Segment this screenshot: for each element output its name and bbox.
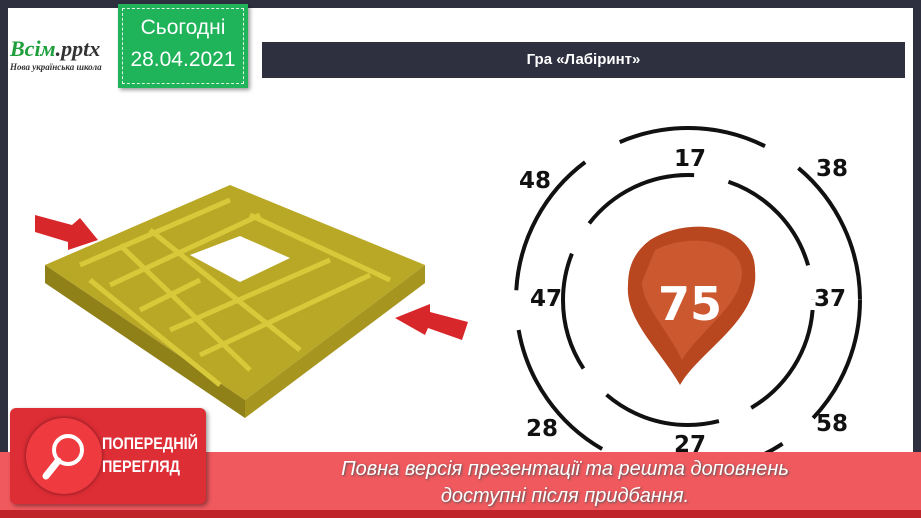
date-label: Сьогодні — [140, 16, 226, 39]
date-value: 28.04.2021 — [130, 48, 236, 71]
inner-number: 47 — [530, 286, 562, 312]
arrow-out-icon — [395, 304, 468, 340]
date-badge: Сьогодні 28.04.2021 — [118, 4, 248, 88]
center-number: 75 — [658, 277, 722, 331]
logo-brand-ext: .pptx — [55, 36, 101, 61]
outer-number: 58 — [816, 411, 848, 437]
logo-brand: Всім — [10, 36, 56, 61]
nut-image — [627, 226, 756, 385]
preview-line-2: ПЕРЕГЛЯД — [102, 457, 180, 476]
logo: Всім.pptx Нова українська школа — [10, 36, 115, 72]
outer-number: 48 — [519, 168, 551, 194]
banner-line-1: Повна версія презентації та решта доповн… — [341, 458, 789, 480]
preview-button[interactable]: ПОПЕРЕДНІЙ ПЕРЕГЛЯД — [10, 408, 206, 504]
outer-number: 28 — [526, 416, 558, 442]
preview-line-1: ПОПЕРЕДНІЙ — [102, 434, 199, 453]
magnifier-icon — [26, 418, 102, 494]
inner-number: 17 — [674, 146, 706, 172]
inner-circle — [561, 173, 815, 427]
page-title: Гра «Лабіринт» — [262, 42, 905, 78]
banner-text: Повна версія презентації та решта доповн… — [300, 456, 830, 510]
inner-number: 37 — [814, 286, 846, 312]
banner-line-2: доступні після придбання. — [440, 485, 690, 507]
outer-number: 38 — [816, 156, 848, 182]
arrow-in-icon — [35, 215, 98, 250]
maze-image — [35, 185, 468, 418]
bottom-strip — [0, 510, 921, 518]
logo-tagline: Нова українська школа — [10, 62, 102, 72]
